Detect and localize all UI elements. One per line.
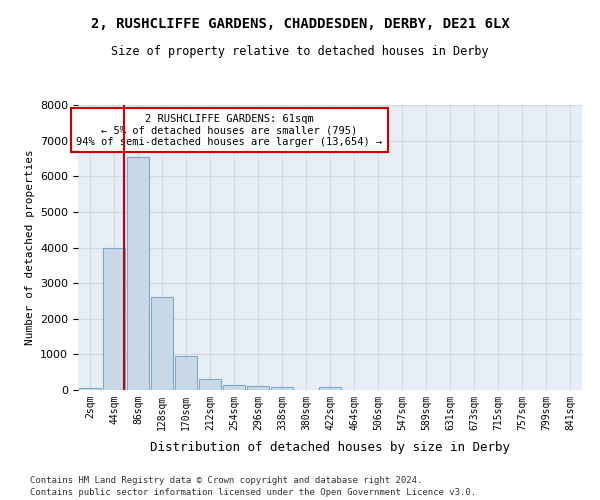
- X-axis label: Distribution of detached houses by size in Derby: Distribution of detached houses by size …: [150, 441, 510, 454]
- Y-axis label: Number of detached properties: Number of detached properties: [25, 150, 35, 346]
- Bar: [271, 387, 293, 390]
- Bar: [247, 386, 269, 390]
- Bar: [127, 156, 149, 390]
- Text: 2 RUSHCLIFFE GARDENS: 61sqm
← 5% of detached houses are smaller (795)
94% of sem: 2 RUSHCLIFFE GARDENS: 61sqm ← 5% of deta…: [76, 114, 382, 147]
- Bar: [103, 248, 125, 390]
- Bar: [175, 356, 197, 390]
- Text: Contains HM Land Registry data © Crown copyright and database right 2024.: Contains HM Land Registry data © Crown c…: [30, 476, 422, 485]
- Bar: [319, 387, 341, 390]
- Bar: [79, 388, 101, 390]
- Text: Size of property relative to detached houses in Derby: Size of property relative to detached ho…: [111, 45, 489, 58]
- Text: Contains public sector information licensed under the Open Government Licence v3: Contains public sector information licen…: [30, 488, 476, 497]
- Bar: [151, 298, 173, 390]
- Bar: [199, 378, 221, 390]
- Text: 2, RUSHCLIFFE GARDENS, CHADDESDEN, DERBY, DE21 6LX: 2, RUSHCLIFFE GARDENS, CHADDESDEN, DERBY…: [91, 18, 509, 32]
- Bar: [223, 384, 245, 390]
